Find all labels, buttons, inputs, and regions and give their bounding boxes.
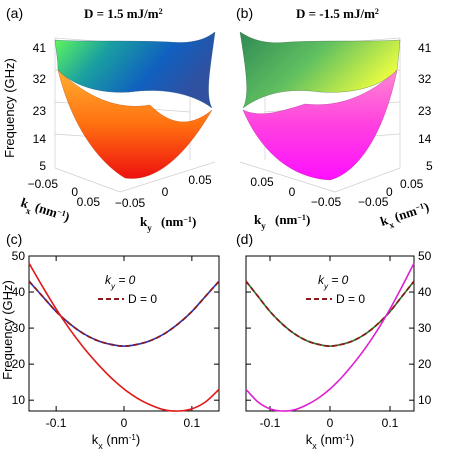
tick-label: 0	[386, 185, 393, 199]
tick-label: −0.05	[311, 195, 342, 209]
panel-a-zticks: 41 32 23 14 5	[33, 41, 47, 173]
panel-c-xlabel: kx (nm-1)	[92, 432, 140, 451]
x-tick-label: -0.1	[46, 416, 67, 430]
panel-a-title: D = 1.5 mJ/m2	[84, 6, 163, 21]
panel-a-ky-ticks: −0.05 0 0.05	[115, 173, 212, 210]
panel-a-lower-surface	[57, 69, 213, 179]
panel-a-kx-ticks: −0.05 0 0.05	[28, 177, 101, 209]
tick-label: 0	[162, 185, 169, 199]
y-tick-label: 40	[12, 285, 26, 299]
x-tick-label: 0.1	[184, 416, 201, 430]
panel-a-upper-surface	[54, 31, 216, 109]
panel-b-zticks: 41 32 23 14 5	[418, 41, 433, 173]
x-tick-label: 0	[327, 416, 334, 430]
tick-label: −0.05	[28, 177, 59, 191]
series-line-reference-d0	[245, 280, 415, 348]
panel-c-ylabel: Frequency (GHz)	[0, 280, 15, 380]
panel-d-label: (d)	[236, 231, 253, 247]
y-tick-label: 10	[12, 393, 26, 407]
panel-b-kx-label: kx (nm−1)	[378, 199, 432, 233]
tick-label: 23	[418, 104, 432, 118]
tick-label: 0.05	[400, 177, 424, 191]
panel-d-series	[245, 262, 415, 412]
panel-a-ky-label: ky (nm−1)	[140, 214, 196, 233]
panel-b-title: D = -1.5 mJ/m2	[296, 6, 379, 21]
tick-label: 41	[418, 41, 432, 55]
y-tick-label: 30	[12, 321, 26, 335]
panel-c-label: (c)	[6, 231, 22, 247]
panel-a-kx-label: kx (nm−1)	[18, 195, 72, 229]
tick-label: 0	[71, 185, 78, 199]
series-line-lower-branch	[28, 262, 220, 412]
panel-b-label: (b)	[236, 5, 253, 21]
x-tick-label: 0	[121, 416, 128, 430]
y-tick-label: 50	[418, 249, 432, 263]
y-tick-label: 10	[418, 393, 432, 407]
x-tick-label: 0.1	[382, 416, 399, 430]
y-tick-label: 20	[12, 357, 26, 371]
panel-b-ky-ticks: 0.05 0 −0.05	[250, 175, 341, 209]
panel-d-ticks: -0.1 0 0.1 10 20 30 40 50	[246, 249, 432, 430]
tick-label: 5	[426, 159, 433, 173]
tick-label: 41	[33, 41, 47, 55]
panel-a-3d: (a) D = 1.5 mJ/m2 41 32 23 14 5 Frequenc…	[2, 5, 216, 233]
panel-c-legend: D = 0	[98, 292, 157, 306]
series-line-lower-branch	[245, 262, 415, 412]
panel-b-upper-surface	[239, 31, 401, 109]
y-tick-label: 20	[418, 357, 432, 371]
series-line-reference-d0	[28, 280, 220, 348]
panel-c-series	[28, 262, 220, 412]
y-tick-label: 40	[418, 285, 432, 299]
panel-b-kx-ticks: 0.05 0 −0.05	[358, 177, 424, 209]
y-tick-label: 30	[418, 321, 432, 335]
panel-c-chart: (c) -0.1 0 0.1 10 20 30 40 50 Frequency (GHz) k…	[0, 231, 220, 451]
legend-label: D = 0	[336, 292, 365, 306]
tick-label: 0.05	[77, 195, 101, 209]
tick-label: 14	[418, 132, 432, 146]
tick-label: −0.05	[358, 195, 389, 209]
panel-b-3d: (b) D = -1.5 mJ/m2 41 32 23 14 5 0.05 0 …	[236, 5, 433, 233]
panel-a-label: (a)	[6, 5, 23, 21]
tick-label: 0	[289, 185, 296, 199]
panel-c-ticks: -0.1 0 0.1 10 20 30 40 50	[12, 249, 219, 430]
panel-d-xlabel: kx (nm-1)	[306, 432, 354, 451]
x-tick-label: -0.1	[260, 416, 281, 430]
panel-a-zlabel: Frequency (GHz)	[2, 58, 17, 158]
panel-b-lower-surface	[242, 69, 398, 181]
tick-label: 32	[33, 72, 47, 86]
tick-label: 14	[33, 132, 47, 146]
panel-d-annotation: ky = 0	[318, 273, 349, 291]
tick-label: 5	[39, 159, 46, 173]
y-tick-label: 50	[12, 249, 26, 263]
tick-label: 32	[418, 72, 432, 86]
tick-label: 0.05	[188, 173, 212, 187]
panel-d-legend: D = 0	[306, 292, 365, 306]
panel-b-ky-label: ky (nm−1)	[254, 212, 310, 231]
tick-label: 23	[33, 104, 47, 118]
tick-label: 0.05	[250, 175, 274, 189]
panel-c-annotation: ky = 0	[105, 273, 136, 291]
legend-label: D = 0	[128, 292, 157, 306]
tick-label: −0.05	[115, 196, 146, 210]
